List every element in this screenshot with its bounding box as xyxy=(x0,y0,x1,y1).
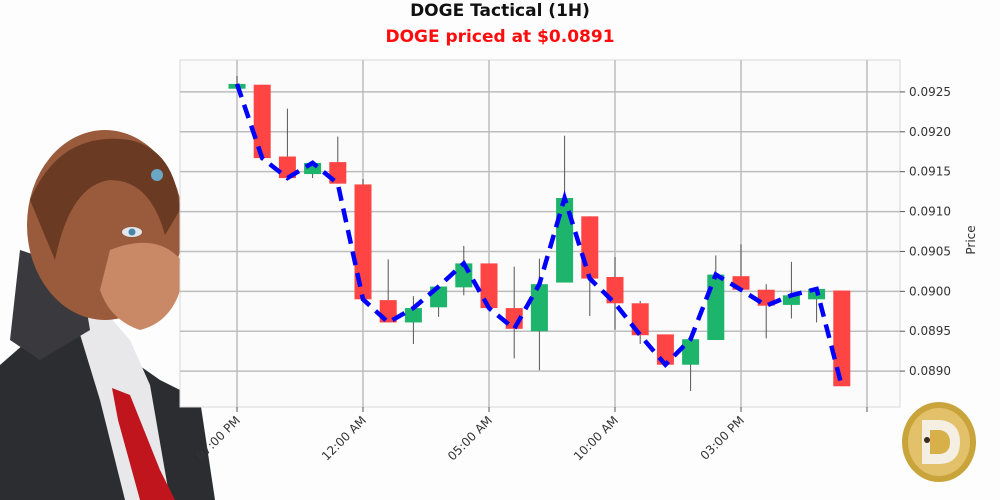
y-tick-label: 0.0900 xyxy=(909,284,951,298)
plot-area xyxy=(179,59,901,408)
y-axis-label: Price xyxy=(964,225,978,254)
x-tick-label: 05:00 AM xyxy=(445,413,495,463)
y-tick-label: 0.0895 xyxy=(909,324,951,338)
candle-body-up xyxy=(707,274,725,340)
y-tick-label: 0.0925 xyxy=(909,85,951,99)
candle-body-up xyxy=(682,339,700,365)
candle-body-down xyxy=(253,84,271,159)
x-tick-label: 03:00 PM xyxy=(698,413,747,462)
y-tick-label: 0.0905 xyxy=(909,244,951,258)
y-tick-label: 0.0910 xyxy=(909,205,951,219)
candle-body-up xyxy=(530,284,548,332)
dogecoin-logo xyxy=(902,402,976,482)
y-tick-label: 0.0920 xyxy=(909,125,951,139)
candle-body-down xyxy=(833,290,851,387)
close-price-line xyxy=(234,83,844,387)
chart-subtitle: DOGE priced at $0.0891 xyxy=(385,27,615,47)
candle-body-down xyxy=(480,263,498,309)
x-tick-label: 10:00 AM xyxy=(571,413,621,463)
chart-title: DOGE Tactical (1H) xyxy=(410,1,590,21)
candle-body-up xyxy=(782,295,800,305)
candle-body-up xyxy=(404,308,422,323)
x-tick-label: 12:00 AM xyxy=(319,413,369,463)
candle-body-up xyxy=(304,162,322,175)
y-tick-label: 0.0890 xyxy=(909,364,951,378)
candle-body-down xyxy=(354,184,372,300)
robot-illustration xyxy=(0,130,215,500)
candle-body-down xyxy=(581,216,599,279)
candle-body-down xyxy=(278,156,296,179)
y-tick-label: 0.0915 xyxy=(909,165,951,179)
